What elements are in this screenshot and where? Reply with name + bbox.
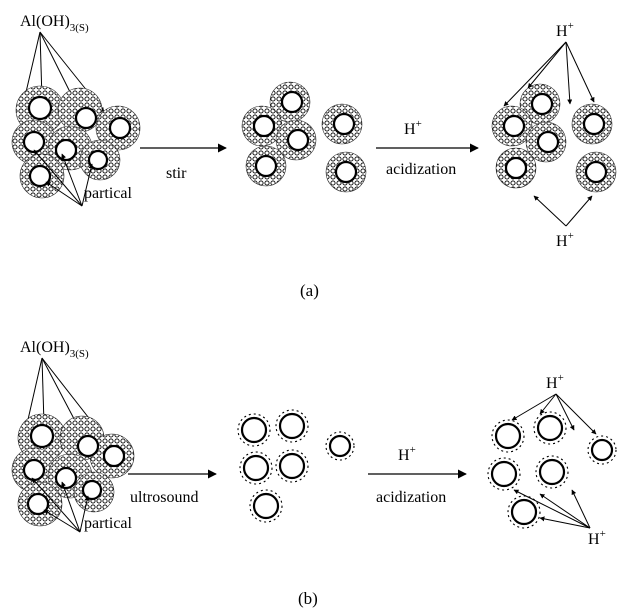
h-ion-bottom-a: H+ [556,230,574,250]
dispersed-particle [237,413,271,447]
h-top-pointers-a [503,41,595,107]
reactant-label-b: Al(OH)3(S) [20,339,89,360]
h-ion-top-a: H+ [556,20,574,40]
step1-label-b: ultrosound [130,489,198,506]
aggregate-stirred-a [241,81,367,193]
step2-label-a: acidization [386,161,456,178]
caption-b: (b) [298,589,318,608]
dispersed-particle [239,451,273,485]
dispersed-particle [275,449,309,483]
h-bottom-pointers-b [513,489,591,529]
dispersed-particle [491,419,525,453]
dispersed-particle [507,495,541,529]
h-top-pointers-b [511,393,597,435]
aggregate-initial-b [11,413,135,527]
particle-label-a: partical [84,185,133,202]
acidized-particles-b [487,411,617,529]
panel-b: Al(OH)3(S) [11,339,617,608]
dispersed-particle [325,431,355,461]
step2-label-b: acidization [376,489,446,506]
dispersed-particles-b [237,409,355,523]
aggregate-acidized-a [491,83,617,193]
particle-pointers-a [33,149,94,207]
particle-label-b: partical [84,515,133,532]
dispersed-particle [275,409,309,443]
caption-a: (a) [300,281,319,300]
dispersed-particle [535,455,569,489]
reactant-label-a: Al(OH)3(S) [20,13,89,34]
h-bottom-pointers-a [533,195,593,227]
step1-label-a: stir [166,165,187,182]
h-ion-bottom-b: H+ [588,528,606,548]
acid-label-b: H+ [398,444,416,464]
h-ion-top-b: H+ [546,372,564,392]
particle-pointers-b [31,477,90,533]
acid-label-a: H+ [404,118,422,138]
aggregate-initial-a [11,85,141,199]
dispersed-particle [533,411,567,445]
dispersed-particle [487,457,521,491]
panel-a: Al(OH)3(S) [11,13,617,300]
dispersed-particle [249,489,283,523]
dispersed-particle [587,435,617,465]
